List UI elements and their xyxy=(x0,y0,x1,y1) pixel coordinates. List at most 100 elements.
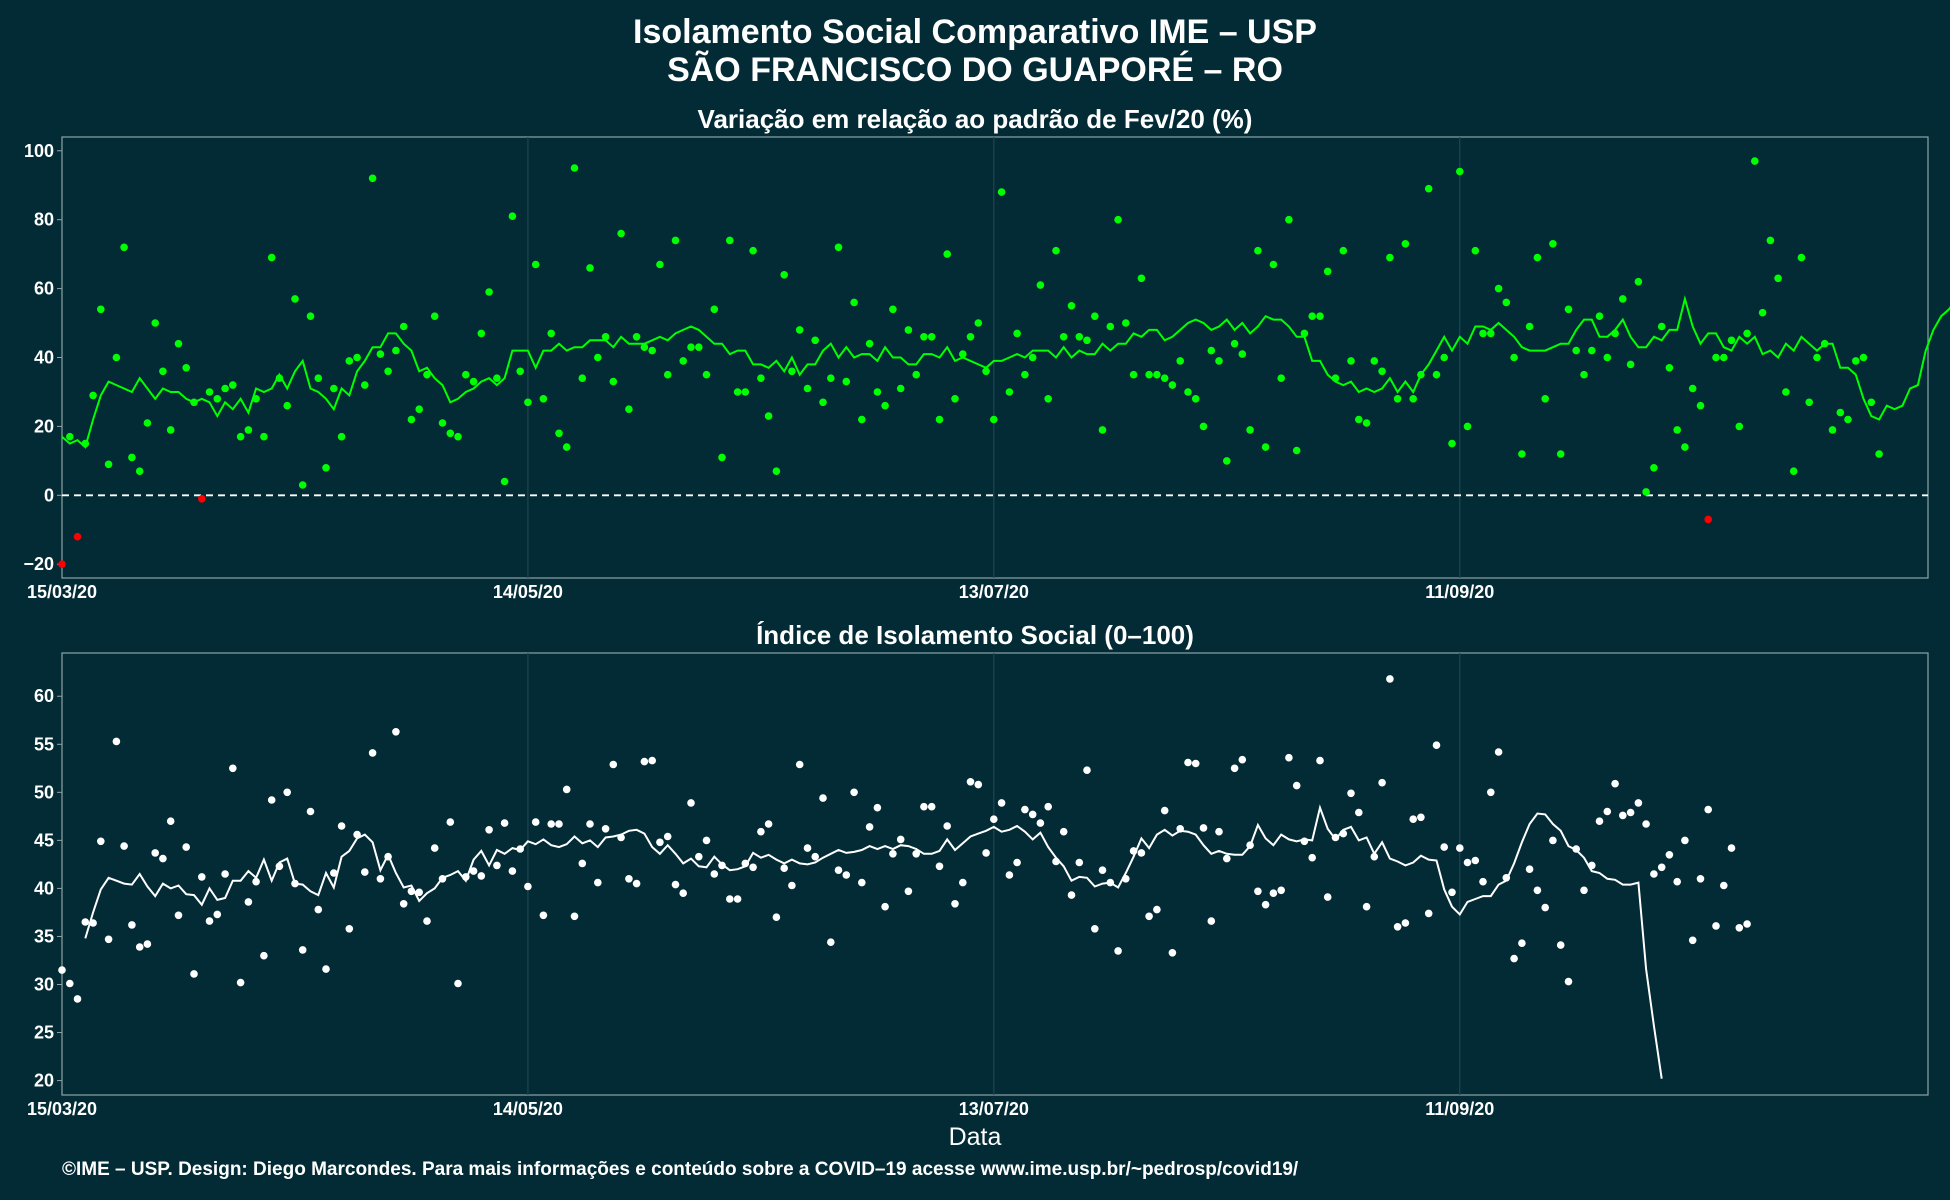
data-point-variation xyxy=(407,415,416,424)
data-point-index xyxy=(640,757,649,766)
data-point-variation xyxy=(1254,246,1262,255)
data-point-index xyxy=(205,917,214,925)
data-point-index xyxy=(1417,813,1425,822)
data-point-index xyxy=(1673,877,1681,886)
data-point-index xyxy=(81,918,90,926)
data-point-index xyxy=(1735,924,1744,932)
data-point-index xyxy=(912,850,920,858)
y-tick-label: 20 xyxy=(34,1071,54,1091)
data-point-variation xyxy=(1626,360,1635,369)
data-point-variation xyxy=(1424,184,1433,193)
data-point-variation xyxy=(1564,305,1573,314)
data-point-variation xyxy=(1634,277,1643,286)
data-point-variation xyxy=(896,384,905,393)
data-point-variation xyxy=(617,229,625,238)
data-point-variation xyxy=(1518,450,1526,458)
data-point-index xyxy=(850,788,858,797)
data-point-variation xyxy=(345,357,354,365)
data-point-variation xyxy=(609,377,618,386)
data-point-variation xyxy=(1207,346,1216,355)
data-point-variation xyxy=(757,374,765,383)
data-point-index xyxy=(827,938,835,946)
data-point-index xyxy=(671,880,680,889)
data-point-variation xyxy=(1059,333,1068,341)
data-point-index xyxy=(112,737,121,746)
data-point-index xyxy=(1580,886,1588,895)
data-point-index xyxy=(1254,887,1262,896)
data-point-variation xyxy=(1844,415,1852,424)
data-point-variation xyxy=(446,429,455,438)
data-point-variation xyxy=(384,367,392,376)
data-point-variation xyxy=(718,453,726,462)
data-point-variation xyxy=(702,370,711,379)
data-point-index xyxy=(1456,844,1464,852)
data-point-index xyxy=(221,870,229,878)
data-point-variation xyxy=(291,295,299,303)
data-point-index xyxy=(198,873,206,881)
data-point-index xyxy=(873,803,882,812)
data-point-variation xyxy=(1409,395,1417,403)
data-point-variation xyxy=(174,339,183,348)
data-point-variation xyxy=(1611,329,1619,338)
data-point-variation xyxy=(695,343,703,352)
data-point-index xyxy=(1510,954,1518,963)
data-point-variation xyxy=(1199,422,1208,431)
data-point-variation xyxy=(1269,260,1278,269)
data-point-variation xyxy=(1091,312,1099,321)
data-point-index xyxy=(1650,870,1658,878)
data-point-variation xyxy=(1401,240,1410,248)
data-point-variation xyxy=(1673,426,1681,434)
data-point-index xyxy=(1176,825,1184,833)
data-point-index xyxy=(143,940,152,948)
data-point-variation xyxy=(337,432,346,441)
data-point-variation xyxy=(1813,353,1821,362)
y-tick-label: 55 xyxy=(34,734,54,754)
data-point-index xyxy=(306,807,315,816)
data-point-variation xyxy=(267,253,276,262)
data-point-index xyxy=(990,815,998,823)
data-point-variation xyxy=(850,298,858,307)
data-point-index xyxy=(1098,866,1107,874)
data-point-index xyxy=(1386,675,1394,683)
data-point-index xyxy=(1153,905,1161,914)
data-point-index xyxy=(1378,778,1386,787)
data-point-index xyxy=(1215,827,1223,836)
data-point-index xyxy=(260,951,268,960)
data-point-variation xyxy=(1261,443,1270,451)
data-point-variation xyxy=(236,432,245,441)
data-point-index xyxy=(1541,903,1549,912)
data-point-index xyxy=(625,875,633,883)
data-point-variation xyxy=(1688,384,1697,393)
data-point-variation xyxy=(819,398,827,407)
data-point-variation xyxy=(1751,157,1759,165)
data-point-index xyxy=(757,827,765,836)
y-tick-label: 20 xyxy=(34,416,54,436)
data-point-index xyxy=(1556,941,1565,949)
data-point-index xyxy=(1564,977,1573,986)
data-point-index xyxy=(1393,923,1402,931)
data-point-variation xyxy=(656,260,664,269)
data-point-index xyxy=(1533,886,1542,895)
data-point-variation xyxy=(741,388,750,396)
data-point-variation xyxy=(1463,422,1472,431)
data-point-index xyxy=(1285,753,1293,762)
data-point-index xyxy=(1471,856,1480,865)
data-point-index xyxy=(1223,854,1231,863)
data-point-variation xyxy=(1789,467,1798,476)
data-point-index xyxy=(1572,845,1580,853)
data-point-index xyxy=(1316,756,1324,765)
x-tick-label: 14/05/20 xyxy=(493,1099,563,1119)
data-point-index xyxy=(1502,874,1511,882)
data-point-variation xyxy=(1417,370,1425,379)
data-point-index xyxy=(493,861,501,870)
data-point-index xyxy=(1277,886,1285,895)
data-point-variation xyxy=(648,346,656,355)
data-point-variation xyxy=(1588,346,1596,355)
data-point-index xyxy=(1432,741,1441,749)
data-point-index xyxy=(135,943,144,951)
data-point-index xyxy=(446,818,455,826)
data-point-index xyxy=(1230,764,1239,773)
data-point-index xyxy=(128,921,136,929)
data-point-variation xyxy=(1603,353,1612,362)
